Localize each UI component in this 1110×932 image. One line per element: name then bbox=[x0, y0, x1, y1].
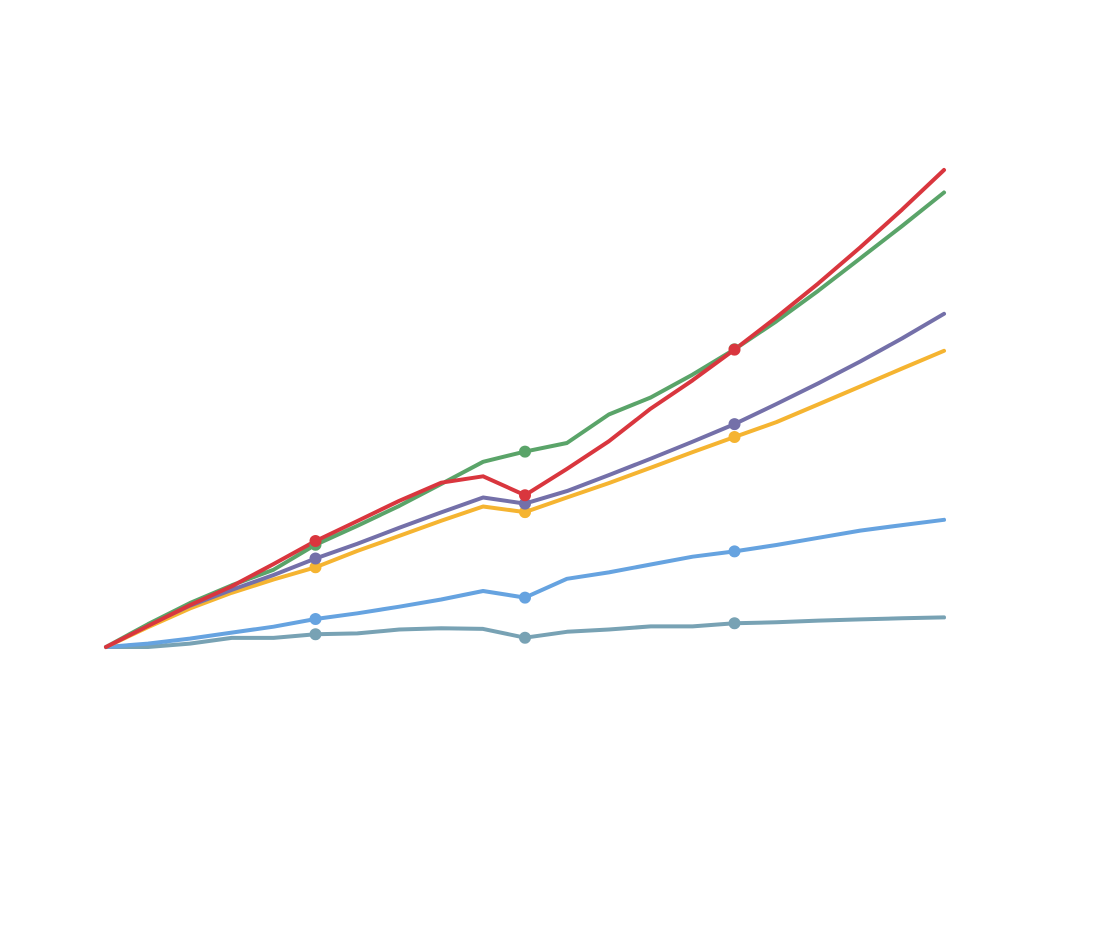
series-3-marker bbox=[728, 418, 741, 431]
series-6-marker bbox=[728, 617, 741, 630]
series-5-marker bbox=[309, 613, 322, 625]
series-1-marker bbox=[309, 535, 322, 547]
series-markers-layer bbox=[309, 343, 741, 644]
series-6-marker bbox=[309, 628, 322, 641]
series-4-marker bbox=[519, 506, 531, 519]
series-6-marker bbox=[519, 631, 531, 644]
series-2-marker bbox=[519, 445, 531, 458]
series-3-marker bbox=[309, 552, 322, 565]
series-1-marker bbox=[728, 343, 741, 356]
series-1-marker bbox=[519, 489, 531, 502]
series-5-marker bbox=[728, 545, 741, 558]
series-5-marker bbox=[519, 591, 531, 604]
series-4-marker bbox=[309, 561, 322, 574]
series-line-1 bbox=[104, 168, 946, 649]
series-lines-layer bbox=[104, 168, 946, 649]
series-4-marker bbox=[728, 431, 741, 443]
series-3-marker bbox=[519, 497, 531, 510]
series-line-2 bbox=[104, 190, 946, 649]
